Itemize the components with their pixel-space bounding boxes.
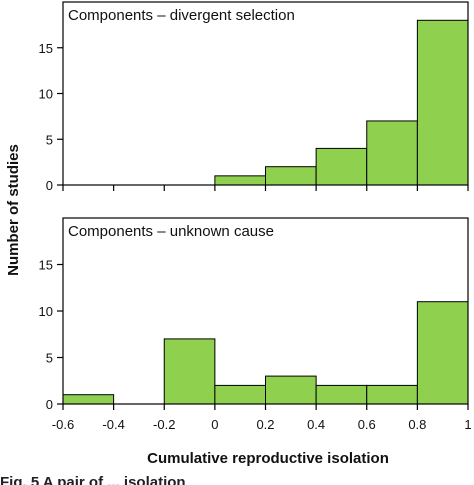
x-axis-title: Cumulative reproductive isolation (147, 450, 389, 467)
x-tick-label: -0.4 (102, 417, 124, 432)
x-tick-label: 0.8 (408, 417, 426, 432)
histogram-bar (265, 166, 317, 186)
y-tick-label: 10 (39, 304, 53, 319)
y-tick-label: 15 (39, 258, 53, 273)
x-tick-label: 1 (464, 417, 471, 432)
histogram-bar (416, 301, 469, 405)
histogram-bar (214, 175, 266, 186)
histogram-bar (163, 338, 216, 405)
panel-unknown-cause: 0 5 10 15 -0.6 -0.4 -0.2 0 0.2 0.4 0.6 0.8 1 Componen… (39, 217, 472, 432)
histogram-bar (62, 394, 115, 405)
y-axis-title: Number of studies (5, 144, 22, 276)
histogram-bar (214, 384, 266, 405)
y-tick-label: 15 (39, 41, 53, 56)
panel-title: Components – divergent selection (68, 7, 295, 24)
figure-caption-fragment: Fig. 5 A pair of ... isolation (0, 474, 186, 485)
x-tick-label: -0.2 (153, 417, 175, 432)
histogram-bar (366, 384, 418, 405)
histogram-bar (366, 120, 418, 186)
y-tick-label: 0 (46, 178, 53, 193)
histogram-bar (315, 384, 368, 405)
x-tick-label: 0.6 (358, 417, 376, 432)
x-tick-label: 0.4 (307, 417, 325, 432)
histogram-bar (416, 19, 469, 186)
panel-divergent-selection: 0 5 10 15 Components – divergent selection (39, 1, 469, 193)
x-tick-label: 0.2 (256, 417, 274, 432)
x-tick-label: 0 (211, 417, 218, 432)
histogram-bar (265, 375, 317, 405)
panel-title: Components – unknown cause (68, 223, 274, 240)
x-tick-label: -0.6 (52, 417, 74, 432)
y-tick-label: 5 (46, 351, 53, 366)
y-tick-label: 5 (46, 132, 53, 147)
y-tick-label: 0 (46, 397, 53, 412)
histogram-bar (315, 147, 368, 186)
y-tick-label: 10 (39, 87, 53, 102)
